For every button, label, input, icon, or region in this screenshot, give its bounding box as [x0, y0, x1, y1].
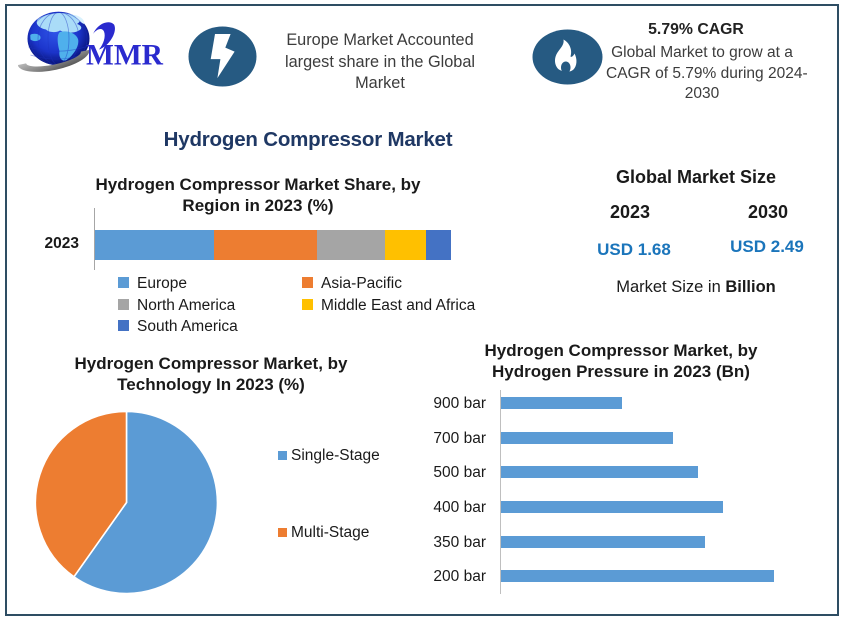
svg-text:MMR: MMR: [86, 40, 164, 72]
